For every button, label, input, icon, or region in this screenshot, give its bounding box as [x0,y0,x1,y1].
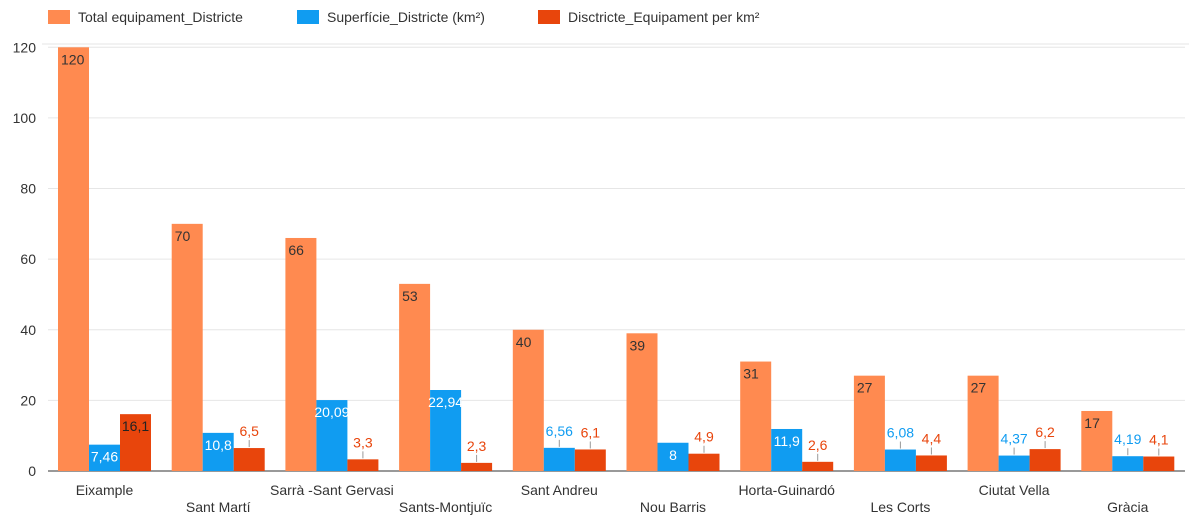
data-label: 27 [971,380,987,396]
data-label: 22,94 [428,394,463,410]
bar [89,444,120,471]
data-label: 16,1 [122,418,149,434]
legend-label: Superfície_Districte (km²) [327,9,485,25]
bar [771,428,803,471]
bar [171,223,203,471]
bar [202,432,234,471]
y-tick-label: 0 [28,463,36,479]
gridlines [42,43,1189,472]
data-label: 4,9 [694,429,714,445]
bar [543,447,575,471]
category-label: Ciutat Vella [979,482,1050,498]
bar [1081,410,1113,471]
bar [1029,449,1061,471]
data-label: 6,56 [546,423,573,439]
category-label: Les Corts [870,499,930,515]
legend-swatch [48,10,70,24]
data-label: 6,08 [887,425,914,441]
bar [512,329,544,471]
bar [399,283,431,471]
data-label: 10,8 [205,437,232,453]
y-tick-label: 20 [20,392,36,408]
bar [802,461,834,471]
bar [316,400,348,471]
bar [967,375,999,471]
data-label: 6,1 [581,424,601,440]
data-label: 120 [61,51,85,67]
category-label: Horta-Guinardó [738,482,835,498]
y-tick-label: 60 [20,251,36,267]
bar [688,453,720,471]
data-label: 70 [175,228,191,244]
data-label: 27 [857,380,873,396]
data-label: 2,6 [808,437,828,453]
legend-label: Disctricte_Equipament per km² [568,9,760,25]
y-tick-label: 120 [13,39,37,55]
bar [1112,456,1144,471]
category-label: Gràcia [1107,499,1148,515]
bar [1143,456,1175,471]
y-axis: 0 20 40 60 80 100 120 [13,39,37,479]
data-label: 20,09 [314,404,349,420]
bar [884,449,916,471]
bar [740,361,772,471]
data-label: 40 [516,334,532,350]
legend: Total equipament_Districte Superfície_Dis… [48,9,760,25]
bar [120,414,151,471]
legend-label: Total equipament_Districte [78,9,243,25]
legend-swatch [538,10,560,24]
legend-swatch [297,10,319,24]
data-label: 2,3 [467,438,487,454]
bar [657,442,689,471]
data-label: 66 [288,242,304,258]
bar [626,333,658,471]
bar [430,390,462,471]
bar [998,455,1030,471]
y-tick-label: 80 [20,181,36,197]
data-label: 4,4 [922,430,942,446]
bar [285,237,317,471]
data-label: 3,3 [353,434,373,450]
category-label: Sarrà -Sant Gervasi [270,482,394,498]
data-label: 8 [669,447,677,463]
data-label: 4,37 [1000,431,1027,447]
bar [347,459,379,471]
category-label: Nou Barris [640,499,706,515]
data-label: 6,2 [1035,424,1055,440]
data-label: 4,1 [1149,432,1169,448]
data-label: 4,19 [1114,431,1141,447]
bar [853,375,885,471]
x-axis: Eixample Sant Martí Sarrà -Sant Gervasi San… [76,482,1149,515]
y-tick-label: 40 [20,322,36,338]
category-label: Sant Martí [186,499,251,515]
bar [461,462,493,471]
category-label: Sants-Montjuïc [399,499,492,515]
category-label: Sant Andreu [521,482,598,498]
bar [233,448,265,471]
bar [574,449,606,471]
data-label: 17 [1084,415,1100,431]
data-label: 39 [630,337,646,353]
data-label: 31 [743,366,759,382]
bar [58,47,89,472]
category-label: Eixample [76,482,134,498]
data-label: 7,46 [91,449,118,465]
bar [915,455,947,471]
data-label: 6,5 [239,423,259,439]
y-tick-label: 100 [13,110,37,126]
data-label: 53 [402,288,418,304]
data-label: 11,9 [774,433,800,449]
